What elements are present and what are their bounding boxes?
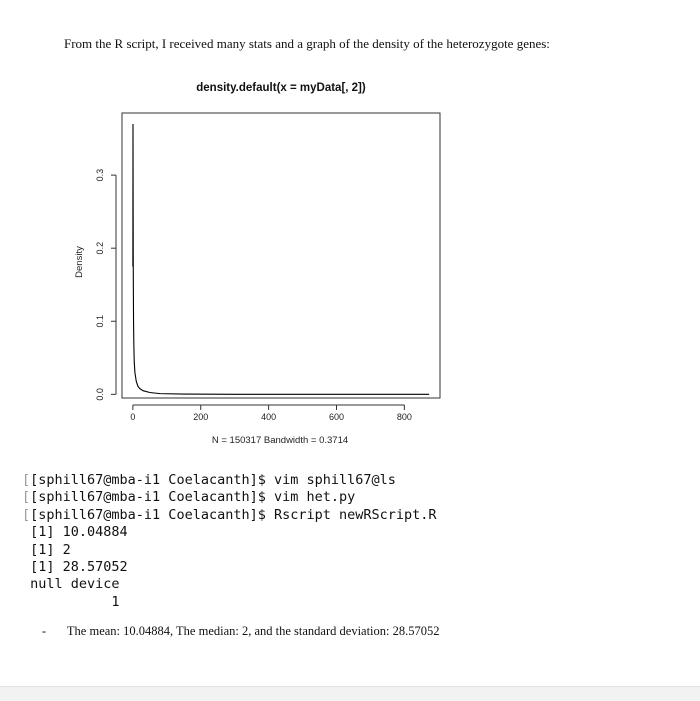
terminal-line-text: [sphill67@mba-i1 Coelacanth]$ vim sphill…	[30, 472, 396, 488]
plot-frame	[121, 112, 441, 399]
terminal-line-marker: [	[22, 506, 31, 523]
terminal-line-text: [1] 2	[22, 541, 71, 558]
bullet-dash-icon: -	[42, 624, 47, 638]
terminal-line-marker: [	[22, 472, 31, 488]
y-tick-label: 0.0	[95, 388, 105, 401]
terminal-line: [1] 28.57052	[22, 559, 437, 576]
terminal-line: null device	[22, 576, 437, 593]
terminal-line-text: [1] 28.57052	[22, 559, 128, 576]
density-plot: 0 200 400 600 800 0.0 0.1 0.2 0.3 N = 150317 Ba…	[74, 112, 441, 446]
y-axis-label: Density	[74, 246, 85, 278]
chart-title: density.default(x = myData[, 2])	[196, 82, 366, 94]
terminal-line-text: 1	[22, 593, 120, 610]
intro-paragraph: From the R script, I received many stats…	[64, 36, 550, 51]
terminal-line: [1] 2	[22, 542, 437, 559]
terminal-line: 1	[22, 594, 437, 611]
x-axis-label: N = 150317 Bandwidth = 0.3714	[212, 435, 348, 446]
terminal-line-marker: [	[22, 489, 31, 506]
x-tick-label: 200	[193, 412, 208, 422]
terminal-line-text: [1] 10.04884	[22, 524, 128, 541]
terminal-line: [[sphill67@mba-i1 Coelacanth]$ vim het.p…	[22, 489, 437, 506]
terminal-line: [1] 10.04884	[22, 524, 437, 541]
density-series-line	[132, 123, 430, 395]
terminal-output: [[sphill67@mba-i1 Coelacanth]$ vim sphil…	[22, 472, 437, 611]
x-tick-label: 0	[130, 412, 135, 422]
terminal-line-text: null device	[22, 576, 120, 593]
y-tick-label: 0.3	[95, 169, 105, 182]
page-footer-strip	[0, 686, 700, 701]
x-tick-label: 400	[261, 412, 276, 422]
terminal-line-text: [sphill67@mba-i1 Coelacanth]$ Rscript ne…	[30, 506, 437, 523]
y-tick-label: 0.1	[95, 315, 105, 328]
terminal-line: [[sphill67@mba-i1 Coelacanth]$ Rscript n…	[22, 507, 437, 524]
x-tick-label: 600	[329, 412, 344, 422]
summary-text: The mean: 10.04884, The median: 2, and t…	[66, 624, 440, 638]
summary-bullet: - The mean: 10.04884, The median: 2, and…	[42, 624, 440, 639]
terminal-line-text: [sphill67@mba-i1 Coelacanth]$ vim het.py	[30, 489, 356, 506]
x-axis: 0 200 400 600 800	[130, 404, 412, 422]
y-axis: 0.0 0.1 0.2 0.3	[95, 169, 117, 401]
terminal-line: [[sphill67@mba-i1 Coelacanth]$ vim sphil…	[22, 472, 437, 489]
x-tick-label: 800	[397, 412, 412, 422]
y-tick-label: 0.2	[95, 242, 105, 255]
